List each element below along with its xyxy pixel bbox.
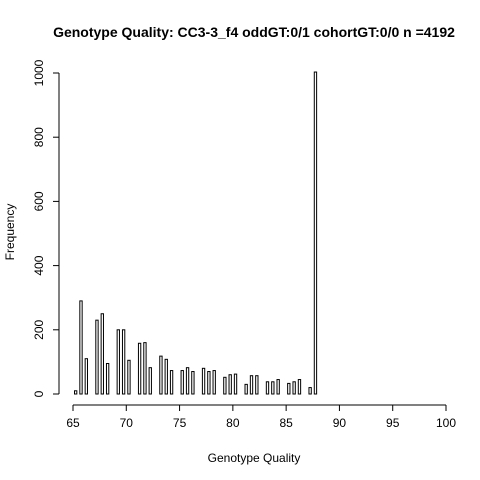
y-tick-label: 1000 [32,59,46,86]
histogram-bar [297,379,302,395]
histogram-bar [271,381,275,395]
histogram-bar [127,359,131,395]
y-tick-label: 600 [32,191,46,211]
histogram-bar [287,382,291,395]
x-tick-label: 80 [226,416,240,430]
histogram-bar [105,363,110,395]
histogram-bar [116,329,120,395]
histogram-bar [148,367,152,395]
x-axis-label: Genotype Quality [208,451,301,465]
histogram-bar [249,375,254,395]
histogram-bar [100,313,104,395]
histogram-bar [313,71,318,395]
histogram-bar [191,371,195,395]
histogram-bar [223,376,227,395]
histogram-bar [244,383,248,395]
x-tick-label: 65 [66,416,80,430]
y-axis: 0 200 400 600 800 1000 [32,59,60,397]
histogram-bar [121,329,126,395]
y-tick-label: 800 [32,127,46,147]
x-tick-label: 100 [436,416,456,430]
histogram-bar [95,319,99,395]
y-axis-label: Frequency [3,204,17,261]
histogram-bar [255,375,259,395]
histogram-bar [228,374,232,395]
bars-group [74,71,318,395]
x-tick-label: 85 [279,416,293,430]
histogram-bar [169,370,174,395]
x-axis: 65 70 75 80 85 90 95 100 [66,404,456,430]
histogram-bar [207,371,211,395]
histogram-bar [180,370,184,395]
histogram-bar [74,390,78,395]
histogram-bar [201,367,206,395]
histogram-bar [212,370,216,395]
histogram-bar [137,342,142,395]
chart-title: Genotype Quality: CC3-3_f4 oddGT:0/1 coh… [53,24,455,40]
histogram-bar [79,300,83,395]
histogram-bar [159,355,163,395]
x-tick-label: 70 [120,416,134,430]
histogram-bar [143,342,147,395]
x-tick-label: 75 [173,416,187,430]
histogram-bar [84,358,88,395]
y-tick-label: 400 [32,255,46,275]
x-tick-label: 95 [386,416,400,430]
histogram-bar [276,379,280,395]
histogram-bar [185,367,190,395]
x-tick-label: 90 [333,416,347,430]
histogram-bar [308,387,312,395]
histogram-bar [265,381,270,395]
histogram-bar [164,358,168,395]
histogram-bar [233,373,238,395]
y-tick-label: 200 [32,319,46,339]
y-tick-label: 0 [32,390,46,397]
histogram-bar [292,381,296,395]
